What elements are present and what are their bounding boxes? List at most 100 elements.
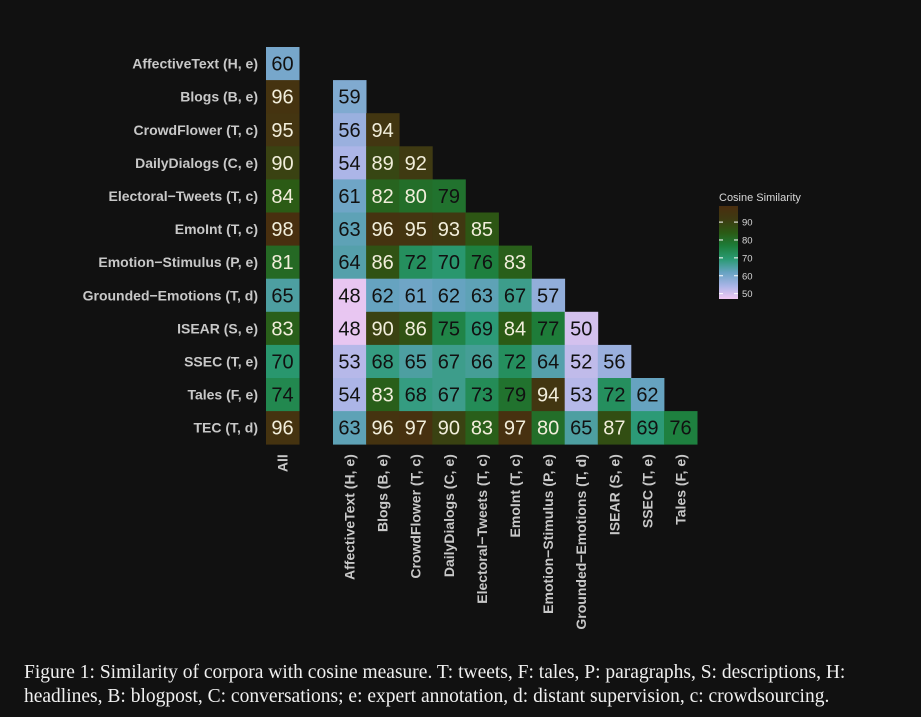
matrix-cell (333, 278, 367, 313)
matrix-cell-label: 83 (372, 385, 394, 407)
matrix-cell (498, 278, 532, 313)
matrix-cell-label: 53 (570, 385, 592, 407)
matrix-cell-label: 97 (405, 418, 427, 440)
row-label: Tales (F, e) (187, 387, 258, 403)
matrix-cell (333, 80, 367, 114)
matrix-cell-label: 50 (570, 318, 592, 340)
matrix-cell (630, 378, 665, 412)
matrix-cell-label: 79 (504, 385, 526, 407)
matrix-cell-label: 72 (405, 252, 427, 274)
matrix-cell-label: 54 (338, 153, 360, 175)
all-cell (266, 47, 300, 81)
all-cell-label: 60 (271, 54, 293, 76)
row-label: SSEC (T, e) (184, 353, 258, 369)
matrix-cell-label: 73 (471, 385, 493, 407)
matrix-cell (333, 212, 367, 246)
all-cell (266, 311, 300, 346)
matrix-cell (564, 411, 599, 445)
column-label: Grounded−Emotions (T, d) (573, 454, 589, 629)
matrix-cell (664, 411, 698, 445)
matrix-cell-label: 79 (438, 186, 460, 208)
matrix-cell (399, 212, 433, 246)
matrix-cell-label: 75 (438, 318, 460, 340)
matrix-cell-label: 68 (372, 351, 394, 373)
matrix-cell-label: 66 (471, 351, 493, 373)
legend-colorbar (719, 206, 738, 299)
matrix-cell (498, 411, 532, 445)
matrix-cell (564, 378, 599, 412)
all-cell-label: 65 (271, 285, 293, 307)
matrix-cell (465, 245, 499, 280)
matrix-cell-label: 76 (471, 252, 493, 274)
matrix-cell (432, 245, 466, 280)
matrix-cell-label: 90 (372, 318, 394, 340)
matrix-cell-label: 69 (636, 418, 658, 440)
matrix-cell-label: 80 (537, 418, 559, 440)
matrix-cell (399, 146, 433, 180)
all-cell-label: 74 (271, 385, 293, 407)
matrix-cell-label: 67 (504, 285, 526, 307)
matrix-cell (432, 212, 466, 246)
matrix-cell-label: 68 (405, 385, 427, 407)
matrix-cell (399, 344, 433, 379)
all-cell-label: 83 (271, 318, 293, 340)
matrix-cell-label: 86 (405, 318, 427, 340)
legend-tick-label: 50 (742, 289, 753, 300)
matrix-cell (366, 311, 400, 346)
row-label: EmoInt (T, c) (175, 221, 258, 237)
legend-tick-label: 90 (742, 218, 753, 229)
matrix-cell (366, 245, 400, 280)
column-label: Electoral−Tweets (T, c) (474, 454, 490, 604)
matrix-cell (531, 344, 566, 379)
matrix-cell-label: 85 (471, 219, 493, 241)
matrix-cell-label: 61 (338, 186, 360, 208)
matrix-cell (366, 344, 400, 379)
matrix-cell-label: 92 (405, 153, 427, 175)
matrix-cell (432, 378, 466, 412)
all-cell (266, 146, 300, 180)
matrix-cell-label: 96 (372, 418, 394, 440)
matrix-cell (432, 411, 466, 445)
matrix-cell-label: 62 (636, 385, 658, 407)
matrix-cell-label: 67 (438, 385, 460, 407)
matrix-cell-label: 70 (438, 252, 460, 274)
all-cell (266, 179, 300, 213)
matrix-cell (366, 278, 400, 313)
matrix-cell-label: 62 (438, 285, 460, 307)
column-label: Blogs (B, e) (375, 454, 391, 532)
matrix-cell-label: 63 (338, 418, 360, 440)
column-label: EmoInt (T, c) (507, 454, 523, 537)
heatmap-chart: AffectiveText (H, e) Blogs (B, e) CrowdFlo… (83, 47, 801, 630)
row-label: AffectiveText (H, e) (132, 56, 258, 72)
matrix-cell-label: 72 (603, 385, 625, 407)
matrix-cell (432, 344, 466, 379)
all-cell-label: 81 (271, 252, 293, 274)
matrix-cell (498, 378, 532, 412)
matrix-cell (531, 378, 566, 412)
matrix-cell-label: 53 (338, 351, 360, 373)
matrix-cell (465, 411, 499, 445)
matrix-cell (630, 411, 665, 445)
all-cell (266, 212, 300, 246)
matrix-cell (333, 179, 367, 213)
matrix-cell (366, 146, 400, 180)
matrix-cell-label: 87 (603, 418, 625, 440)
matrix-cell-label: 76 (669, 418, 691, 440)
all-cell-label: 90 (271, 153, 293, 175)
matrix-cell-label: 84 (504, 318, 526, 340)
column-label: DailyDialogs (C, e) (441, 454, 457, 577)
matrix-cell-label: 65 (570, 418, 592, 440)
matrix-cell (399, 378, 433, 412)
matrix-cell (597, 344, 632, 379)
matrix-cell-label: 97 (504, 418, 526, 440)
legend-tick-label: 60 (742, 271, 753, 282)
matrix-cell (333, 311, 367, 346)
row-label: Grounded−Emotions (T, d) (83, 287, 258, 303)
matrix-cell (366, 179, 400, 213)
matrix-cell (399, 411, 433, 445)
matrix-cell (465, 344, 499, 379)
row-label: Electoral−Tweets (T, c) (108, 188, 258, 204)
matrix-cell-label: 96 (372, 219, 394, 241)
figure-caption: Figure 1: Similarity of corpora with cos… (24, 662, 846, 707)
matrix-cell-label: 56 (338, 120, 360, 142)
